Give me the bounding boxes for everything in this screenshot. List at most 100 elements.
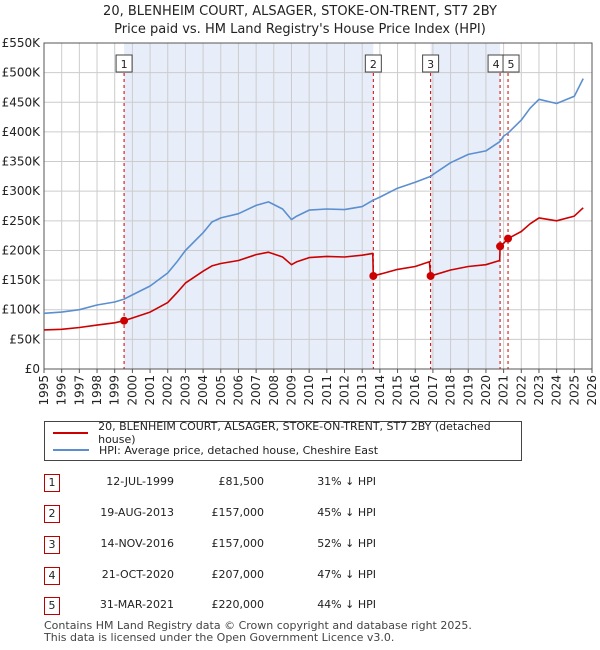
ownership-shade xyxy=(430,43,501,369)
x-tick-label: 1997 xyxy=(72,375,86,406)
x-tick-label: 2024 xyxy=(550,375,564,406)
x-tick-label: 2022 xyxy=(514,375,528,406)
sale-point xyxy=(369,271,378,280)
x-tick-label: 1998 xyxy=(90,375,104,406)
sale-hpi-diff: 47% ↓ HPI xyxy=(317,568,376,581)
chart-legend: 20, BLENHEIM COURT, ALSAGER, STOKE-ON-TR… xyxy=(44,420,522,461)
sale-hpi-diff: 44% ↓ HPI xyxy=(317,598,376,611)
y-tick-label: £500K xyxy=(2,66,42,80)
sale-number-badge: 1 xyxy=(44,474,60,492)
x-tick-label: 1995 xyxy=(37,375,51,406)
sale-label-box xyxy=(115,54,133,73)
chart-title-line1: 20, BLENHEIM COURT, ALSAGER, STOKE-ON-TR… xyxy=(103,4,497,19)
sale-price: £81,500 xyxy=(218,475,265,488)
y-tick-label: £350K xyxy=(2,155,42,169)
sale-label: 1 xyxy=(121,58,128,71)
x-tick-label: 1996 xyxy=(55,375,69,406)
x-tick-label: 2025 xyxy=(567,375,581,406)
table-row: 1 12-JUL-1999 £81,500 31% ↓ HPI xyxy=(44,474,464,492)
y-tick-label: £100K xyxy=(2,303,42,317)
x-tick-label: 2021 xyxy=(497,375,511,406)
sale-number-badge: 5 xyxy=(44,597,60,615)
x-tick-label: 2020 xyxy=(479,375,493,406)
sale-label-box xyxy=(364,54,382,73)
x-tick-label: 2017 xyxy=(426,375,440,406)
sale-price: £157,000 xyxy=(211,537,265,550)
sale-label: 4 xyxy=(493,58,500,71)
footer: Contains HM Land Registry data © Crown c… xyxy=(44,620,472,644)
legend-swatch-hpi xyxy=(53,449,89,451)
sale-price: £157,000 xyxy=(211,506,265,519)
y-tick-label: £50K xyxy=(9,332,41,346)
x-tick-label: 2007 xyxy=(249,375,263,406)
sale-point xyxy=(504,234,513,243)
price-chart: £0 £50K £100K £150K £200K £250K £300K £350K £400… xyxy=(2,36,599,406)
x-tick-label: 2013 xyxy=(355,375,369,406)
table-row: 2 19-AUG-2013 £157,000 45% ↓ HPI xyxy=(44,505,464,523)
y-tick-label: £150K xyxy=(2,273,42,287)
sale-number-badge: 4 xyxy=(44,567,60,585)
x-tick-label: 2006 xyxy=(231,375,245,406)
sale-price: £207,000 xyxy=(211,568,265,581)
sale-hpi-diff: 45% ↓ HPI xyxy=(317,506,376,519)
x-tick-label: 2023 xyxy=(532,375,546,406)
sale-label: 2 xyxy=(370,58,377,71)
sale-label: 5 xyxy=(508,58,515,71)
y-tick-label: £300K xyxy=(2,184,42,198)
table-row: 5 31-MAR-2021 £220,000 44% ↓ HPI xyxy=(44,597,464,615)
x-tick-label: 2019 xyxy=(461,375,475,406)
legend-label-property: 20, BLENHEIM COURT, ALSAGER, STOKE-ON-TR… xyxy=(98,420,491,446)
sale-hpi-diff: 52% ↓ HPI xyxy=(317,537,376,550)
x-tick-label: 2001 xyxy=(143,375,157,406)
table-row: 3 14-NOV-2016 £157,000 52% ↓ HPI xyxy=(44,536,464,554)
x-tick-label: 1999 xyxy=(108,375,122,406)
legend-item-hpi: HPI: Average price, detached house, Ches… xyxy=(53,442,378,458)
x-tick-label: 2000 xyxy=(125,375,139,406)
sale-label: 3 xyxy=(427,58,434,71)
sale-number-badge: 2 xyxy=(44,505,60,523)
plot-frame xyxy=(43,42,593,370)
x-tick-label: 2014 xyxy=(373,375,387,406)
x-tick-label: 2016 xyxy=(408,375,422,406)
hpi-series-line xyxy=(43,78,584,315)
sale-date: 14-NOV-2016 xyxy=(100,537,174,550)
x-tick-label: 2003 xyxy=(178,375,192,406)
sale-label-box xyxy=(502,54,520,73)
sale-point xyxy=(496,242,505,251)
x-tick-label: 2008 xyxy=(267,375,281,406)
sale-date: 12-JUL-1999 xyxy=(106,475,174,488)
footer-copyright: Contains HM Land Registry data © Crown c… xyxy=(44,619,472,632)
legend-item-property: 20, BLENHEIM COURT, ALSAGER, STOKE-ON-TR… xyxy=(53,420,521,446)
y-tick-label: £400K xyxy=(2,125,42,139)
ownership-shade xyxy=(124,43,374,369)
sale-number-badge: 3 xyxy=(44,536,60,554)
x-tick-label: 2002 xyxy=(161,375,175,406)
x-tick-label: 2018 xyxy=(444,375,458,406)
sale-point xyxy=(426,271,435,280)
sale-label-box xyxy=(422,54,440,73)
table-row: 4 21-OCT-2020 £207,000 47% ↓ HPI xyxy=(44,567,464,585)
y-tick-label: £450K xyxy=(2,95,42,109)
y-tick-label: £250K xyxy=(2,214,42,228)
x-tick-label: 2011 xyxy=(320,375,334,406)
sale-hpi-diff: 31% ↓ HPI xyxy=(317,475,376,488)
y-tick-label: £0 xyxy=(25,362,40,376)
x-tick-label: 2026 xyxy=(585,375,599,406)
sale-date: 21-OCT-2020 xyxy=(101,568,174,581)
y-tick-label: £200K xyxy=(2,243,42,257)
chart-title-line2: Price paid vs. HM Land Registry's House … xyxy=(114,22,486,37)
legend-label-hpi: HPI: Average price, detached house, Ches… xyxy=(99,443,379,457)
sale-date: 19-AUG-2013 xyxy=(100,506,174,519)
sale-date: 31-MAR-2021 xyxy=(99,598,174,611)
x-tick-label: 2005 xyxy=(214,375,228,406)
sale-price: £220,000 xyxy=(211,598,265,611)
legend-swatch-property xyxy=(53,432,89,434)
x-tick-label: 2004 xyxy=(196,375,210,406)
x-tick-label: 2010 xyxy=(302,375,316,406)
y-tick-label: £550K xyxy=(2,36,42,50)
x-tick-label: 2015 xyxy=(391,375,405,406)
x-tick-label: 2012 xyxy=(338,375,352,406)
x-tick-label: 2009 xyxy=(284,375,298,406)
sale-point xyxy=(120,316,129,325)
footer-licence: This data is licensed under the Open Gov… xyxy=(44,631,395,644)
